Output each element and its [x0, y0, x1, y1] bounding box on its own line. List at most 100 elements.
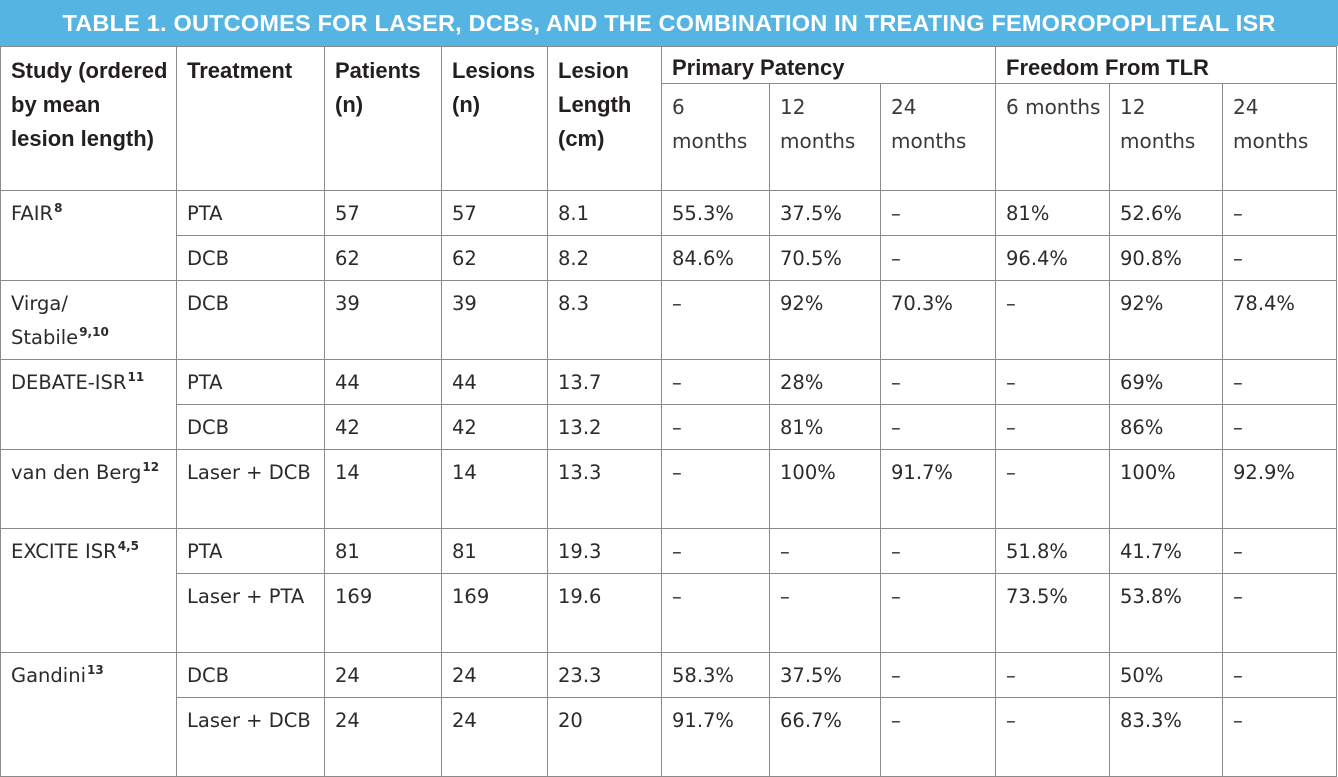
pp-6-months-cell: 91.7%: [661, 697, 770, 777]
treatment-cell: PTA: [176, 190, 325, 236]
treatment-cell: DCB: [176, 280, 325, 360]
pp-6-months-cell: 58.3%: [661, 652, 770, 698]
pp-24-months-cell: –: [880, 573, 996, 653]
pp-6-months-cell: –: [661, 280, 770, 360]
patients-cell: 81: [324, 528, 442, 574]
header-pp-6-months: 6 months: [661, 83, 770, 191]
pp-6-months-cell: –: [661, 359, 770, 405]
study-name: Virga/ Stabile: [11, 292, 79, 349]
pp-6-months-cell: –: [661, 449, 770, 529]
study-name: Gandini: [11, 664, 86, 687]
study-name-cell: DEBATE-ISR11: [0, 359, 177, 450]
header-pp-24-months: 24 months: [880, 83, 996, 191]
tlr-12-months-cell: 53.8%: [1109, 573, 1223, 653]
study-name-cell: FAIR8: [0, 190, 177, 281]
table-title: TABLE 1. OUTCOMES FOR LASER, DCBs, AND T…: [0, 0, 1338, 46]
lesion-length-cell: 8.3: [547, 280, 662, 360]
tlr-12-months-cell: 52.6%: [1109, 190, 1223, 236]
pp-12-months-cell: 37.5%: [769, 190, 881, 236]
lesions-cell: 39: [441, 280, 548, 360]
header-tlr-24-months: 24 months: [1222, 83, 1337, 191]
pp-24-months-cell: 91.7%: [880, 449, 996, 529]
pp-12-months-cell: 92%: [769, 280, 881, 360]
study-name: FAIR: [11, 202, 54, 225]
tlr-6-months-cell: –: [995, 697, 1110, 777]
pp-12-months-cell: 37.5%: [769, 652, 881, 698]
treatment-cell: Laser + DCB: [176, 449, 325, 529]
study-reference: 8: [54, 201, 63, 215]
lesions-cell: 57: [441, 190, 548, 236]
tlr-12-months-cell: 41.7%: [1109, 528, 1223, 574]
header-patients: Patients (n): [324, 46, 442, 191]
pp-12-months-cell: 100%: [769, 449, 881, 529]
tlr-24-months-cell: –: [1222, 404, 1337, 450]
header-lesion-length: Lesion Length (cm): [547, 46, 662, 191]
patients-cell: 62: [324, 235, 442, 281]
table-row: DEBATE-ISR11 PTA 44 44 13.7–28% – –69% –: [0, 359, 1337, 450]
pp-6-months-cell: 55.3%: [661, 190, 770, 236]
tlr-24-months-cell: –: [1222, 528, 1337, 574]
tlr-12-months-cell: 92%: [1109, 280, 1223, 360]
lesion-length-cell: 8.1: [547, 190, 662, 236]
lesions-cell: 42: [441, 404, 548, 450]
tlr-6-months-cell: –: [995, 359, 1110, 405]
header-pp-12-months: 12 months: [769, 83, 881, 191]
tlr-6-months-cell: 96.4%: [995, 235, 1110, 281]
pp-12-months-cell: 70.5%: [769, 235, 881, 281]
tlr-6-months-cell: 51.8%: [995, 528, 1110, 574]
treatment-cell: DCB: [176, 235, 325, 281]
tlr-6-months-cell: –: [995, 404, 1110, 450]
lesion-length-cell: 8.2: [547, 235, 662, 281]
lesion-length-cell: 13.7: [547, 359, 662, 405]
pp-12-months-cell: 81%: [769, 404, 881, 450]
header-tlr-12-months: 12 months: [1109, 83, 1223, 191]
lesion-length-cell: 13.2: [547, 404, 662, 450]
tlr-12-months-cell: 83.3%: [1109, 697, 1223, 777]
header-treatment: Treatment: [176, 46, 325, 191]
pp-12-months-cell: –: [769, 528, 881, 574]
pp-12-months-cell: –: [769, 573, 881, 653]
pp-24-months-cell: –: [880, 404, 996, 450]
patients-cell: 57: [324, 190, 442, 236]
tlr-12-months-cell: 90.8%: [1109, 235, 1223, 281]
lesions-cell: 44: [441, 359, 548, 405]
patients-cell: 42: [324, 404, 442, 450]
outcomes-table: Study (ordered by mean lesion length) Tr…: [0, 46, 1337, 777]
lesions-cell: 81: [441, 528, 548, 574]
study-name-cell: Virga/ Stabile9,10: [0, 280, 177, 360]
table-row: DCB 42 42 13.2–81% – –86% –: [1, 404, 1337, 450]
lesion-length-cell: 19.3: [547, 528, 662, 574]
tlr-24-months-cell: 78.4%: [1222, 280, 1337, 360]
pp-24-months-cell: –: [880, 359, 996, 405]
lesions-cell: 24: [441, 697, 548, 777]
pp-24-months-cell: 70.3%: [880, 280, 996, 360]
header-primary-patency: Primary Patency: [661, 46, 996, 84]
patients-cell: 24: [324, 697, 442, 777]
pp-24-months-cell: –: [880, 190, 996, 236]
tlr-24-months-cell: –: [1222, 235, 1337, 281]
tlr-24-months-cell: –: [1222, 697, 1337, 777]
tlr-6-months-cell: 73.5%: [995, 573, 1110, 653]
lesion-length-cell: 13.3: [547, 449, 662, 529]
tlr-12-months-cell: 50%: [1109, 652, 1223, 698]
header-tlr-6-months: 6 months: [995, 83, 1110, 191]
pp-6-months-cell: –: [661, 404, 770, 450]
tlr-6-months-cell: –: [995, 280, 1110, 360]
pp-24-months-cell: –: [880, 697, 996, 777]
study-name: van den Berg: [11, 461, 142, 484]
treatment-cell: DCB: [176, 652, 325, 698]
table-row: Virga/ Stabile9,10 DCB 39 39 8.3–92% 70.3% –92…: [0, 280, 1337, 360]
study-reference: 11: [127, 370, 145, 384]
treatment-cell: DCB: [176, 404, 325, 450]
header-freedom-tlr: Freedom From TLR: [995, 46, 1337, 84]
table-row: Laser + PTA 169 169 19.6– – –73.5% 53.8% –: [1, 573, 1337, 653]
tlr-24-months-cell: –: [1222, 190, 1337, 236]
pp-6-months-cell: 84.6%: [661, 235, 770, 281]
pp-12-months-cell: 28%: [769, 359, 881, 405]
table-row: Laser + DCB 24 24 20 91.7% 66.7% – –83.3% –: [1, 697, 1337, 777]
header-study: Study (ordered by mean lesion length): [0, 46, 177, 191]
study-name-cell: van den Berg12: [0, 449, 177, 529]
lesions-cell: 14: [441, 449, 548, 529]
lesion-length-cell: 20: [547, 697, 662, 777]
study-reference: 4,5: [117, 539, 140, 553]
